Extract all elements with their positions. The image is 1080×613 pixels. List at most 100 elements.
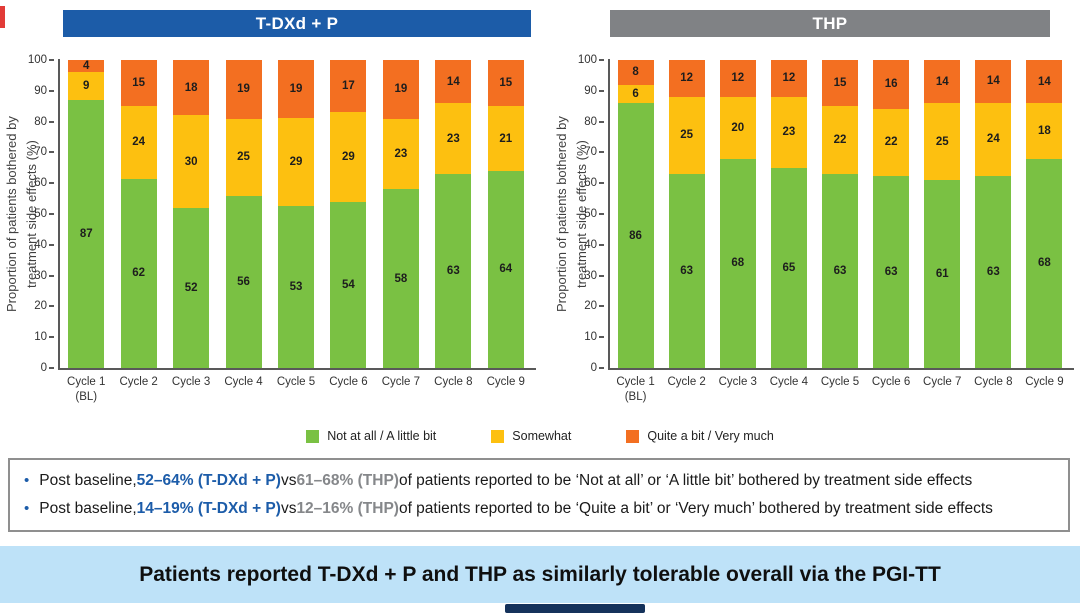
y-tick-mark xyxy=(599,213,604,215)
bullet-text-run: of patients reported to be ‘Not at all’ … xyxy=(398,471,973,489)
bar-value-label: 14 xyxy=(446,75,460,88)
bar-segment: 21 xyxy=(487,106,524,171)
bar-segment: 14 xyxy=(1026,60,1063,104)
bar-segment: 16 xyxy=(873,60,910,109)
stacked-bar: 53 29 19 xyxy=(278,60,314,368)
bar-value-label: 22 xyxy=(884,136,898,149)
bar-value-label: 63 xyxy=(833,264,847,277)
bullet-text-run: 61–68% (THP) xyxy=(296,471,399,489)
bar-value-label: 14 xyxy=(935,75,949,88)
stacked-bar: 52 30 18 xyxy=(173,60,210,368)
y-tick-mark xyxy=(49,367,54,369)
bar-segment: 68 xyxy=(719,158,756,368)
y-tick-label: 0 xyxy=(40,362,47,374)
bar-value-label: 64 xyxy=(499,263,513,276)
bar-value-label: 15 xyxy=(132,76,146,89)
stacked-bar: 64 21 15 xyxy=(487,60,524,368)
y-tick-mark xyxy=(49,336,54,339)
x-axis-category-label: Cycle 9 xyxy=(486,376,525,388)
y-axis-line xyxy=(608,59,610,370)
bar-segment: 15 xyxy=(120,60,157,106)
bar-segment: 52 xyxy=(173,207,210,368)
y-tick-label: 100 xyxy=(27,54,47,66)
bar-value-label: 52 xyxy=(184,281,198,294)
legend-swatch xyxy=(626,429,640,443)
bar-segment: 24 xyxy=(975,102,1012,176)
y-tick-mark xyxy=(49,274,54,277)
y-tick-mark xyxy=(599,151,604,154)
bar-value-label: 25 xyxy=(935,135,949,148)
bar-segment: 9 xyxy=(68,72,105,101)
x-axis-category-label: Cycle 5 xyxy=(276,376,316,388)
y-tick-mark xyxy=(599,89,604,92)
bar-value-label: 86 xyxy=(629,229,642,242)
bar-value-label: 18 xyxy=(184,81,198,94)
bar-value-label: 62 xyxy=(132,267,146,280)
x-axis-line xyxy=(58,368,536,370)
bar-value-label: 20 xyxy=(731,121,745,134)
stacked-bar: 62 24 15 xyxy=(120,60,157,368)
stacked-bar: 86 6 8 xyxy=(617,60,654,368)
bar-segment: 29 xyxy=(330,112,367,202)
chart-thp: THP Proportion of patients bothered by tr… xyxy=(550,0,1080,430)
x-axis-category-label: Cycle 2 xyxy=(119,376,158,388)
bullet-icon: • xyxy=(24,471,30,489)
bar-value-label: 23 xyxy=(394,147,408,160)
bar-segment: 15 xyxy=(822,60,858,107)
y-tick-label: 80 xyxy=(34,115,47,128)
legend: Not at all / A little bit Somewhat Quite a… xyxy=(0,429,1080,443)
y-tick-label: 60 xyxy=(34,177,47,190)
bar-value-label: 63 xyxy=(446,264,460,277)
legend-item: Not at all / A little bit xyxy=(306,429,436,443)
y-tick-mark xyxy=(599,243,604,246)
bar-segment: 15 xyxy=(487,60,524,107)
legend-swatch xyxy=(306,429,320,443)
stacked-bar: 68 20 12 xyxy=(719,60,756,368)
y-tick-mark xyxy=(49,305,54,308)
bullet-text-run: Post baseline, xyxy=(39,499,137,517)
bar-segment: 86 xyxy=(617,103,654,368)
chart-title-thp: THP xyxy=(610,10,1050,37)
y-tick-mark xyxy=(599,120,604,123)
bar-segment: 22 xyxy=(822,106,858,174)
stacked-bar: 61 25 14 xyxy=(924,60,961,368)
bar-segment: 63 xyxy=(822,173,858,368)
bar-value-label: 15 xyxy=(499,77,513,90)
summary-box: • Post baseline, 52–64% (T-DXd + P) vs 61… xyxy=(8,458,1070,532)
bar-segment: 4 xyxy=(68,60,105,73)
x-axis-category-label: Cycle 7 xyxy=(381,376,421,388)
bar-value-label: 6 xyxy=(632,87,639,100)
bar-value-label: 30 xyxy=(184,155,198,168)
stacked-bar: 63 23 14 xyxy=(435,60,472,368)
bar-value-label: 63 xyxy=(680,264,694,277)
legend-swatch xyxy=(491,429,505,443)
y-tick-mark xyxy=(599,305,604,308)
bar-segment: 23 xyxy=(770,96,807,168)
bar-value-label: 53 xyxy=(289,281,303,294)
bar-value-label: 17 xyxy=(342,80,355,93)
bar-segment: 18 xyxy=(1026,103,1063,159)
bar-value-label: 58 xyxy=(394,272,408,285)
plot-area: 87 9 4 62 24 15 52 30 18 56 25 19 53 29 19 54 29 17 58 23 19… xyxy=(60,60,532,368)
bar-value-label: 19 xyxy=(237,83,250,96)
x-axis-category-label: Cycle 2 xyxy=(667,376,706,388)
banner: Patients reported T-DXd + P and THP as s… xyxy=(0,546,1080,603)
x-axis-category-label: Cycle 1 (BL) xyxy=(616,376,655,403)
bullet-text-run: vs xyxy=(280,471,297,489)
bar-segment: 68 xyxy=(1026,158,1063,368)
y-tick-label: 10 xyxy=(34,331,47,344)
y-tick-mark xyxy=(599,336,604,339)
bar-segment: 14 xyxy=(435,60,472,104)
bar-value-label: 22 xyxy=(833,134,847,147)
x-axis-category-label: Cycle 5 xyxy=(820,376,860,388)
legend-item: Quite a bit / Very much xyxy=(626,429,774,443)
bar-value-label: 54 xyxy=(342,278,355,291)
bar-segment: 25 xyxy=(225,118,262,196)
bar-segment: 12 xyxy=(668,60,705,97)
y-tick-label: 50 xyxy=(584,208,597,220)
legend-item: Somewhat xyxy=(491,429,571,443)
stacked-bar: 63 25 12 xyxy=(668,60,705,368)
bar-value-label: 18 xyxy=(1038,124,1051,137)
bar-value-label: 23 xyxy=(782,126,796,139)
y-tick-label: 70 xyxy=(584,146,597,159)
